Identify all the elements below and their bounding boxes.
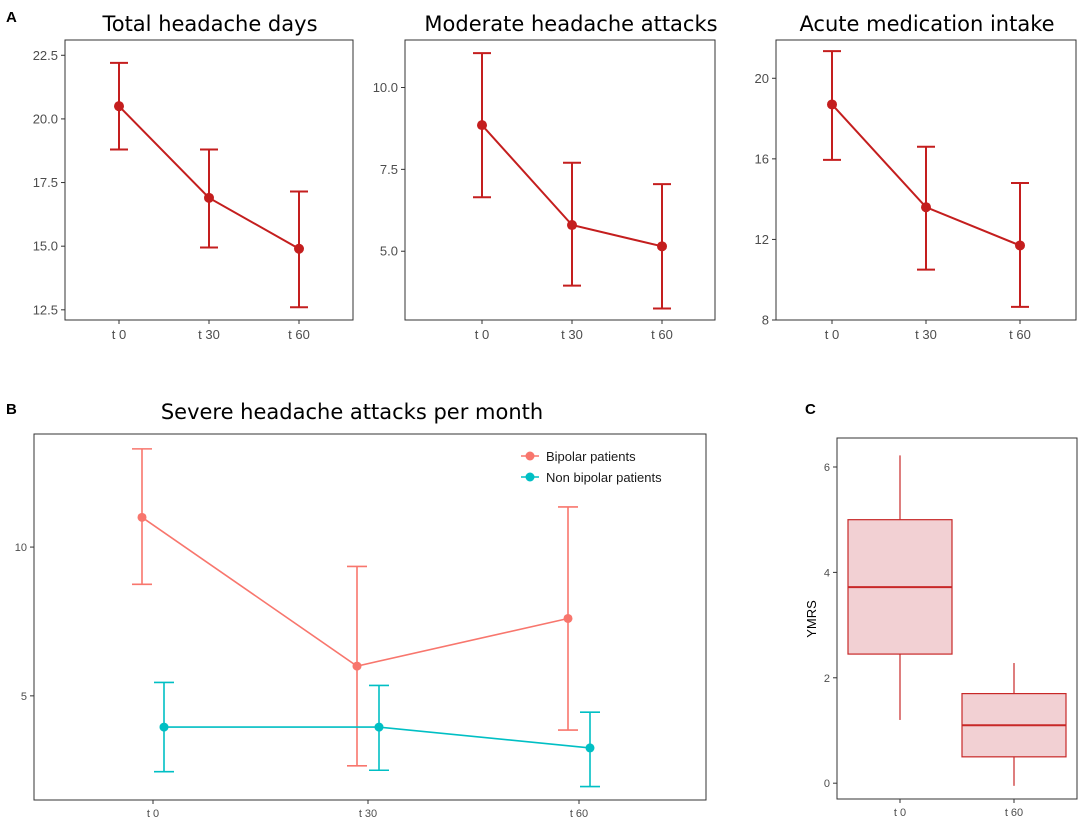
legend-label-non-bipolar: Non bipolar patients xyxy=(546,470,662,485)
plot-frame xyxy=(836,437,1078,800)
legend-label-bipolar: Bipolar patients xyxy=(546,449,636,464)
y-axis-title: YMRS xyxy=(804,600,819,638)
y-tick-label: 16 xyxy=(755,151,769,166)
chart-moderate-headache-attacks: Moderate headache attacks 5.0 7.5 10.0 t 0 t… xyxy=(373,12,718,342)
data-point xyxy=(204,192,214,203)
chart-acute-medication-intake: Acute medication intake 8 12 16 20 t 0 t 30 t … xyxy=(755,12,1077,342)
y-tick-label: 5.0 xyxy=(380,244,398,259)
x-tick-label: t 60 xyxy=(651,327,673,342)
panel-letter-b: B xyxy=(6,401,17,418)
y-tick-label: 4 xyxy=(824,567,830,579)
y-tick-label: 7.5 xyxy=(380,162,398,177)
x-tick-label: t 0 xyxy=(112,327,126,342)
plot-frame xyxy=(404,39,716,321)
data-point-bipolar xyxy=(352,661,362,671)
data-point xyxy=(1015,240,1025,251)
x-tick-label: t 60 xyxy=(1009,327,1031,342)
x-tick-label: t 0 xyxy=(825,327,839,342)
chart-severe-headache-attacks: Severe headache attacks per month 5 10 t 0… xyxy=(15,400,707,820)
x-tick-label: t 60 xyxy=(570,808,588,820)
chart-title: Moderate headache attacks xyxy=(424,12,717,36)
data-point xyxy=(294,243,304,254)
x-tick-label: t 0 xyxy=(147,808,159,820)
legend: Bipolar patients Non bipolar patients xyxy=(521,449,662,485)
x-tick-label: t 30 xyxy=(359,808,377,820)
y-tick-label: 12.5 xyxy=(33,302,58,317)
y-tick-label: 5 xyxy=(21,691,27,703)
y-tick-label: 12 xyxy=(755,232,769,247)
y-tick-label: 17.5 xyxy=(33,175,58,190)
y-tick-label: 8 xyxy=(762,313,769,328)
y-tick-label: 10 xyxy=(15,542,27,554)
chart-title: Severe headache attacks per month xyxy=(161,400,543,424)
chart-title: Total headache days xyxy=(101,12,317,36)
y-tick-label: 15.0 xyxy=(33,239,58,254)
x-tick-label: t 60 xyxy=(288,327,310,342)
x-tick-label: t 60 xyxy=(1005,807,1023,819)
panel-letter-c: C xyxy=(805,401,816,418)
y-tick-label: 10.0 xyxy=(373,80,398,95)
data-point xyxy=(114,101,124,112)
x-tick-label: t 30 xyxy=(198,327,220,342)
series-line-bipolar xyxy=(141,516,569,667)
data-point xyxy=(567,220,577,231)
plot-frame xyxy=(33,433,707,801)
y-tick-label: 2 xyxy=(824,673,830,685)
y-tick-label: 20 xyxy=(755,71,769,86)
x-tick-label: t 30 xyxy=(915,327,937,342)
data-point-non_bipolar xyxy=(374,722,384,732)
y-tick-label: 6 xyxy=(824,462,830,474)
chart-total-headache-days: Total headache days 12.5 15.0 17.5 20.0 22.5… xyxy=(33,12,354,342)
data-point-bipolar xyxy=(563,613,573,623)
data-point-non_bipolar xyxy=(585,743,595,753)
data-point-bipolar xyxy=(137,512,147,522)
legend-key-bipolar-dot xyxy=(525,451,535,461)
panel-letter-a: A xyxy=(6,9,17,26)
chart-title: Acute medication intake xyxy=(799,12,1054,36)
chart-ymrs-boxplot: YMRS 0 2 4 6 t 0 t 60 xyxy=(804,437,1078,819)
data-point xyxy=(657,241,667,252)
data-point-non_bipolar xyxy=(159,722,169,732)
y-tick-label: 20.0 xyxy=(33,111,58,126)
x-tick-label: t 30 xyxy=(561,327,583,342)
x-tick-label: t 0 xyxy=(894,807,906,819)
y-tick-label: 0 xyxy=(824,778,830,790)
data-point xyxy=(477,120,487,131)
data-point xyxy=(921,202,931,213)
y-tick-label: 22.5 xyxy=(33,48,58,63)
x-tick-label: t 0 xyxy=(475,327,489,342)
data-point xyxy=(827,99,837,110)
legend-key-non-bipolar-dot xyxy=(525,472,535,482)
